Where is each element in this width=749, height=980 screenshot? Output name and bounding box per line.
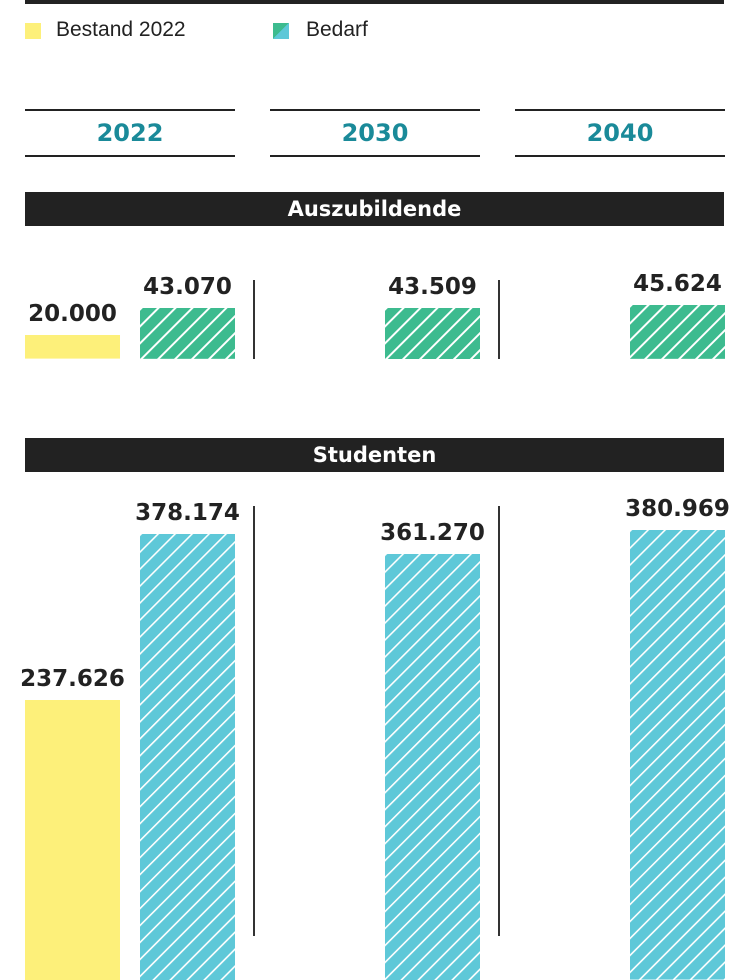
bar-bedarf-2022 bbox=[140, 533, 235, 980]
section-title-auszubildende: Auszubildende bbox=[25, 192, 724, 226]
bar-bedarf-2030 bbox=[385, 307, 480, 359]
top-rule bbox=[25, 0, 724, 4]
data-label: 237.626 bbox=[20, 665, 125, 692]
column-separator bbox=[253, 506, 255, 936]
data-label: 361.270 bbox=[380, 519, 485, 546]
legend-swatch-bedarf bbox=[273, 23, 289, 39]
bar-bedarf-2040 bbox=[630, 305, 725, 359]
bar-bestand-2022 bbox=[25, 699, 120, 980]
legend-label-bedarf: Bedarf bbox=[306, 18, 368, 41]
data-label: 380.969 bbox=[625, 496, 730, 523]
year-header-2040: 2040 bbox=[515, 109, 725, 157]
column-separator bbox=[253, 280, 255, 359]
column-separator bbox=[498, 506, 500, 936]
bar-bedarf-2022 bbox=[140, 308, 235, 359]
year-header-2030: 2030 bbox=[270, 109, 480, 157]
data-label: 378.174 bbox=[135, 499, 240, 526]
data-label: 20.000 bbox=[28, 301, 117, 328]
section-title-studenten: Studenten bbox=[25, 438, 724, 472]
year-header-2022: 2022 bbox=[25, 109, 235, 157]
data-label: 45.624 bbox=[633, 271, 722, 298]
bar-bedarf-2030 bbox=[385, 553, 480, 980]
column-separator bbox=[498, 280, 500, 359]
data-label: 43.509 bbox=[388, 273, 477, 300]
data-label: 43.070 bbox=[143, 274, 232, 301]
bar-bedarf-2040 bbox=[630, 530, 725, 980]
legend-label-bestand: Bestand 2022 bbox=[56, 18, 186, 41]
bar-bestand-2022 bbox=[25, 335, 120, 359]
legend-swatch-bestand bbox=[25, 23, 41, 39]
